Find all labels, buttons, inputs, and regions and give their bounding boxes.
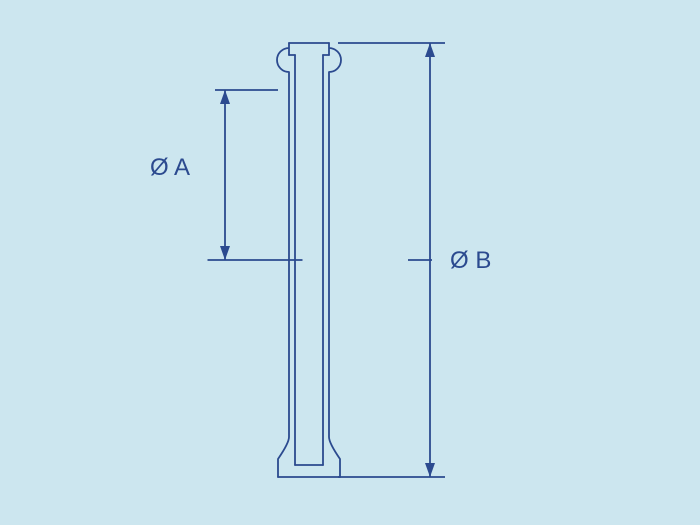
- diagram-background: [0, 0, 700, 525]
- technical-diagram: Ø A Ø B: [0, 0, 700, 525]
- dimension-b-label: Ø B: [450, 247, 491, 274]
- dimension-a-label: Ø A: [150, 154, 190, 181]
